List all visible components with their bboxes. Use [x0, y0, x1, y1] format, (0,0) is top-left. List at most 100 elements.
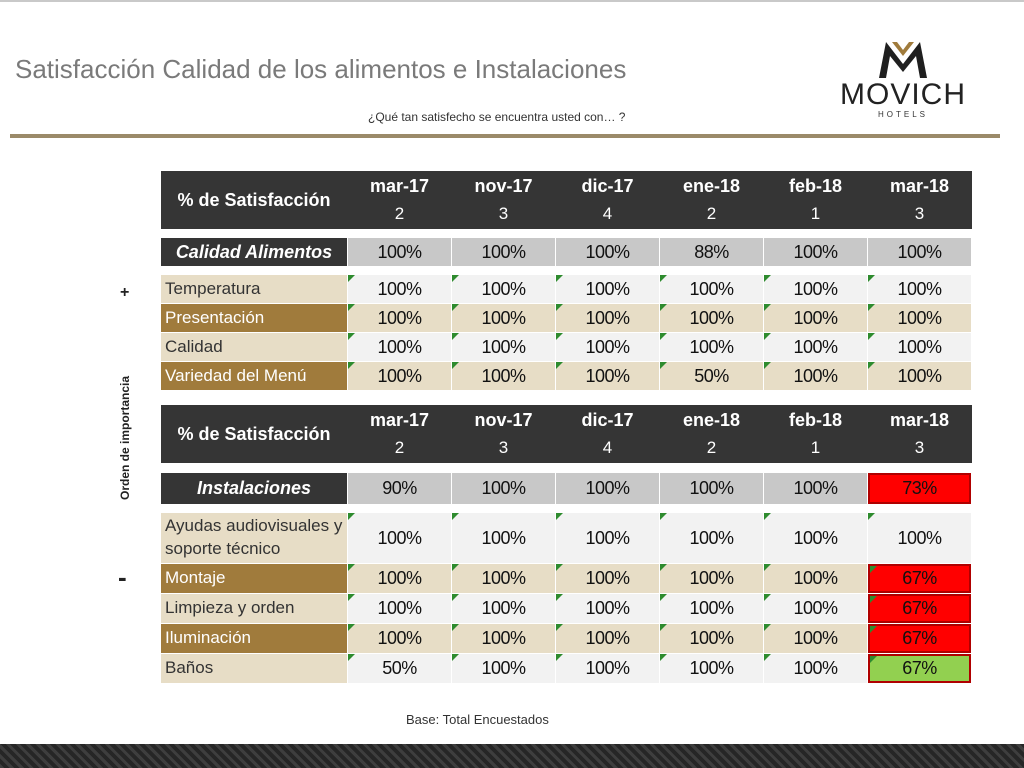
value-cell: 100% [556, 304, 659, 332]
category-total-cell: 100% [764, 238, 867, 266]
period-count: 2 [394, 438, 405, 457]
header-band [161, 405, 972, 463]
period-month: dic-17 [581, 176, 634, 196]
movich-monogram-icon [879, 42, 927, 78]
decorative-footer-band [0, 744, 1024, 768]
value-cell: 100% [868, 362, 971, 390]
importance-axis-label: Orden de importancia [118, 375, 132, 500]
header-band [161, 171, 972, 229]
slide-title: Satisfacción Calidad de los alimentos e … [15, 54, 627, 84]
footer-base-note: Base: Total Encuestados [406, 712, 549, 727]
period-count: 2 [706, 438, 717, 457]
value-cell: 100% [348, 624, 451, 653]
period-month: mar-17 [369, 176, 430, 196]
value-cell: 100% [348, 594, 451, 623]
value-cell: 100% [452, 333, 555, 361]
value-cell: 100% [868, 333, 971, 361]
title-divider [10, 134, 1000, 138]
period-month: dic-17 [581, 410, 634, 430]
period-count: 1 [810, 438, 821, 457]
value-cell: 100% [764, 564, 867, 593]
value-cell: 67% [868, 564, 971, 593]
period-month: ene-18 [682, 410, 741, 430]
value-cell: 100% [764, 654, 867, 683]
value-cell: 100% [348, 564, 451, 593]
row-label: Limpieza y orden [161, 594, 347, 623]
period-count: 3 [498, 438, 509, 457]
row-label: Iluminación [161, 624, 347, 653]
value-cell: 100% [660, 594, 763, 623]
row-label: Calidad [161, 333, 347, 361]
period-month: nov-17 [474, 410, 533, 430]
value-cell: 67% [868, 624, 971, 653]
value-cell: 100% [764, 275, 867, 303]
value-cell: 100% [764, 362, 867, 390]
category-total-cell: 100% [348, 238, 451, 266]
row-label: Variedad del Menú [161, 362, 347, 390]
value-cell: 100% [556, 654, 659, 683]
logo-wordmark: MOVICH [840, 78, 966, 111]
value-cell: 100% [452, 594, 555, 623]
value-cell: 50% [660, 362, 763, 390]
period-month: mar-18 [889, 410, 950, 430]
importance-minus: - [118, 562, 127, 592]
period-count: 3 [914, 204, 925, 223]
row-label: Presentación [161, 304, 347, 332]
importance-plus: + [120, 284, 130, 301]
period-count: 4 [602, 204, 613, 223]
value-cell: 50% [348, 654, 451, 683]
category-label: Instalaciones [161, 473, 347, 504]
value-cell: 100% [556, 564, 659, 593]
value-cell: 67% [868, 594, 971, 623]
category-total-cell: 100% [868, 238, 971, 266]
value-cell: 100% [764, 333, 867, 361]
category-total-cell: 73% [868, 473, 971, 504]
value-cell: 100% [660, 513, 763, 563]
value-cell: 100% [868, 304, 971, 332]
value-cell: 100% [660, 564, 763, 593]
category-total-cell: 100% [764, 473, 867, 504]
value-cell: 67% [868, 654, 971, 683]
category-total-cell: 100% [452, 473, 555, 504]
value-cell: 100% [660, 275, 763, 303]
logo-subtitle: HOTELS [877, 110, 928, 119]
value-cell: 100% [452, 654, 555, 683]
value-cell: 100% [452, 624, 555, 653]
category-total-cell: 100% [660, 473, 763, 504]
value-cell: 100% [556, 624, 659, 653]
value-cell: 100% [556, 275, 659, 303]
value-cell: 100% [764, 594, 867, 623]
row-label: Baños [161, 654, 347, 683]
value-cell: 100% [348, 275, 451, 303]
period-month: nov-17 [474, 176, 533, 196]
period-count: 3 [914, 438, 925, 457]
value-cell: 100% [660, 624, 763, 653]
movich-logo: MOVICH HOTELS [818, 38, 988, 120]
value-cell: 100% [348, 304, 451, 332]
category-label: Calidad Alimentos [161, 238, 347, 266]
header-label: % de Satisfacción [177, 423, 331, 444]
period-month: feb-18 [788, 410, 842, 430]
value-cell: 100% [452, 304, 555, 332]
category-total-cell: 88% [660, 238, 763, 266]
value-cell: 100% [452, 513, 555, 563]
value-cell: 100% [556, 333, 659, 361]
value-cell: 100% [764, 624, 867, 653]
value-cell: 100% [868, 275, 971, 303]
period-month: ene-18 [682, 176, 741, 196]
value-cell: 100% [868, 513, 971, 563]
period-month: mar-17 [369, 410, 430, 430]
value-cell: 100% [660, 304, 763, 332]
header-label: % de Satisfacción [177, 189, 331, 210]
period-month: feb-18 [788, 176, 842, 196]
value-cell: 100% [764, 304, 867, 332]
value-cell: 100% [348, 513, 451, 563]
row-label: Temperatura [161, 275, 347, 303]
category-total-cell: 90% [348, 473, 451, 504]
category-total-cell: 100% [556, 473, 659, 504]
top-rule [0, 0, 1024, 2]
period-count: 2 [394, 204, 405, 223]
value-cell: 100% [764, 513, 867, 563]
period-count: 2 [706, 204, 717, 223]
value-cell: 100% [348, 333, 451, 361]
